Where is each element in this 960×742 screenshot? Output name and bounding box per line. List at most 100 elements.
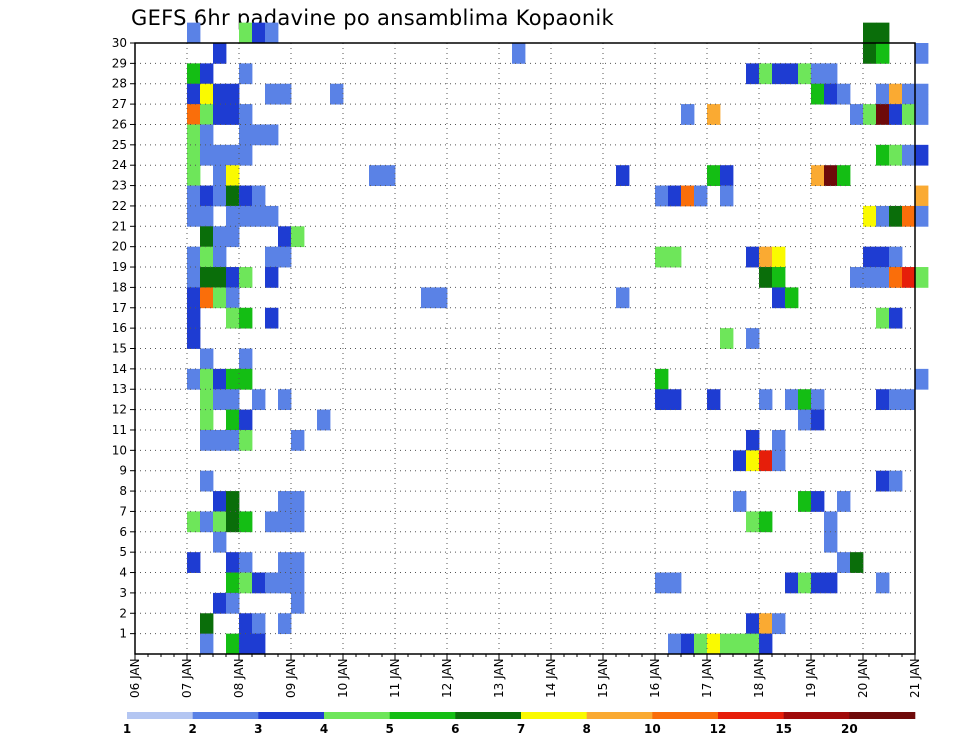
heatmap-cell (759, 63, 773, 85)
heatmap-cell (226, 267, 240, 288)
heatmap-cell (291, 511, 305, 533)
y-tick-label: 25 (112, 138, 127, 152)
heatmap-cell (213, 531, 227, 553)
heatmap-cell (252, 185, 266, 207)
heatmap-cell (278, 552, 292, 573)
heatmap-cell (226, 491, 240, 512)
heatmap-cell (772, 613, 786, 635)
x-tick-label: 09 JAN (284, 658, 298, 698)
heatmap-cell (707, 389, 721, 410)
y-tick-label: 20 (112, 240, 127, 254)
heatmap-cell (200, 185, 214, 207)
heatmap-cell (330, 83, 344, 105)
heatmap-cell (863, 104, 877, 125)
heatmap-cell (616, 287, 630, 309)
heatmap-cell (811, 83, 825, 105)
x-tick-label: 06 JAN (128, 658, 142, 698)
heatmap-cell (226, 633, 240, 655)
heatmap-cell (291, 429, 305, 451)
heatmap-cell (876, 144, 890, 166)
heatmap-cell (200, 226, 214, 248)
heatmap-cell (772, 267, 786, 288)
heatmap-cell (746, 450, 760, 472)
heatmap-cell (239, 348, 253, 370)
heatmap-cell (876, 307, 890, 329)
heatmap-cell (655, 246, 669, 268)
y-tick-label: 26 (112, 117, 127, 131)
heatmap-cell (213, 429, 227, 451)
heatmap-cell (226, 511, 240, 533)
heatmap-cell (863, 267, 877, 288)
heatmap-cell (772, 429, 786, 451)
heatmap-cell (382, 165, 396, 186)
heatmap-cell (902, 104, 916, 125)
heatmap-cell (278, 83, 292, 105)
y-tick-label: 4 (119, 566, 127, 580)
y-tick-label: 13 (112, 382, 127, 396)
x-tick-label: 08 JAN (232, 658, 246, 698)
heatmap-cell (213, 144, 227, 166)
heatmap-cell (265, 267, 279, 288)
heatmap-cell (317, 409, 331, 431)
heatmap-cell (759, 511, 773, 533)
heatmap-cell (811, 165, 825, 186)
heatmap-cell (772, 246, 786, 268)
heatmap-cell (213, 287, 227, 309)
heatmap-cell (915, 104, 929, 125)
legend-label: 10 (644, 722, 661, 736)
heatmap-cell (902, 205, 916, 227)
heatmap-cell (226, 144, 240, 166)
heatmap-cell (239, 63, 253, 85)
heatmap-cell (668, 633, 682, 655)
heatmap-cell (239, 511, 253, 533)
heatmap-cell (720, 165, 734, 186)
heatmap-cell (655, 389, 669, 410)
x-tick-label: 12 JAN (440, 658, 454, 698)
heatmap-cell (746, 613, 760, 635)
heatmap-cell (187, 63, 201, 85)
heatmap-cell (265, 205, 279, 227)
heatmap-cell (187, 368, 201, 390)
heatmap-cell (824, 572, 838, 594)
heatmap-cell (889, 389, 903, 410)
heatmap-cell (824, 63, 838, 85)
heatmap-cell (915, 185, 929, 207)
heatmap-cell (876, 470, 890, 492)
heatmap-cell (668, 185, 682, 207)
heatmap-cell (889, 307, 903, 329)
heatmap-cell (798, 63, 812, 85)
heatmap-cell (850, 552, 864, 573)
heatmap-cell (915, 144, 929, 166)
heatmap-cell (772, 287, 786, 309)
legend-swatch (389, 712, 456, 719)
x-tick-label: 17 JAN (700, 658, 714, 698)
heatmap-cell (200, 511, 214, 533)
y-tick-label: 27 (112, 97, 127, 111)
heatmap-cell (213, 491, 227, 512)
heatmap-cell (746, 328, 760, 349)
heatmap-cell (239, 409, 253, 431)
heatmap-cell (213, 246, 227, 268)
heatmap-cell (707, 633, 721, 655)
heatmap-cell (200, 389, 214, 410)
heatmap-cell (720, 328, 734, 349)
heatmap-cell (694, 633, 708, 655)
legend-label: 7 (517, 722, 525, 736)
legend-swatch (324, 712, 390, 719)
heatmap-cell (187, 328, 201, 349)
heatmap-cell (811, 572, 825, 594)
heatmap-cell (278, 511, 292, 533)
heatmap-cell (213, 185, 227, 207)
heatmap-cell (278, 246, 292, 268)
heatmap-cell (902, 83, 916, 105)
heatmap-cell (291, 552, 305, 573)
heatmap-cell (876, 246, 890, 268)
heatmap-cell (226, 307, 240, 329)
y-tick-label: 1 (119, 627, 127, 641)
heatmap-cell (226, 83, 240, 105)
heatmap-cell (798, 389, 812, 410)
heatmap-cell (811, 389, 825, 410)
legend-label: 5 (385, 722, 393, 736)
heatmap-cell (278, 613, 292, 635)
heatmap-cell (746, 633, 760, 655)
